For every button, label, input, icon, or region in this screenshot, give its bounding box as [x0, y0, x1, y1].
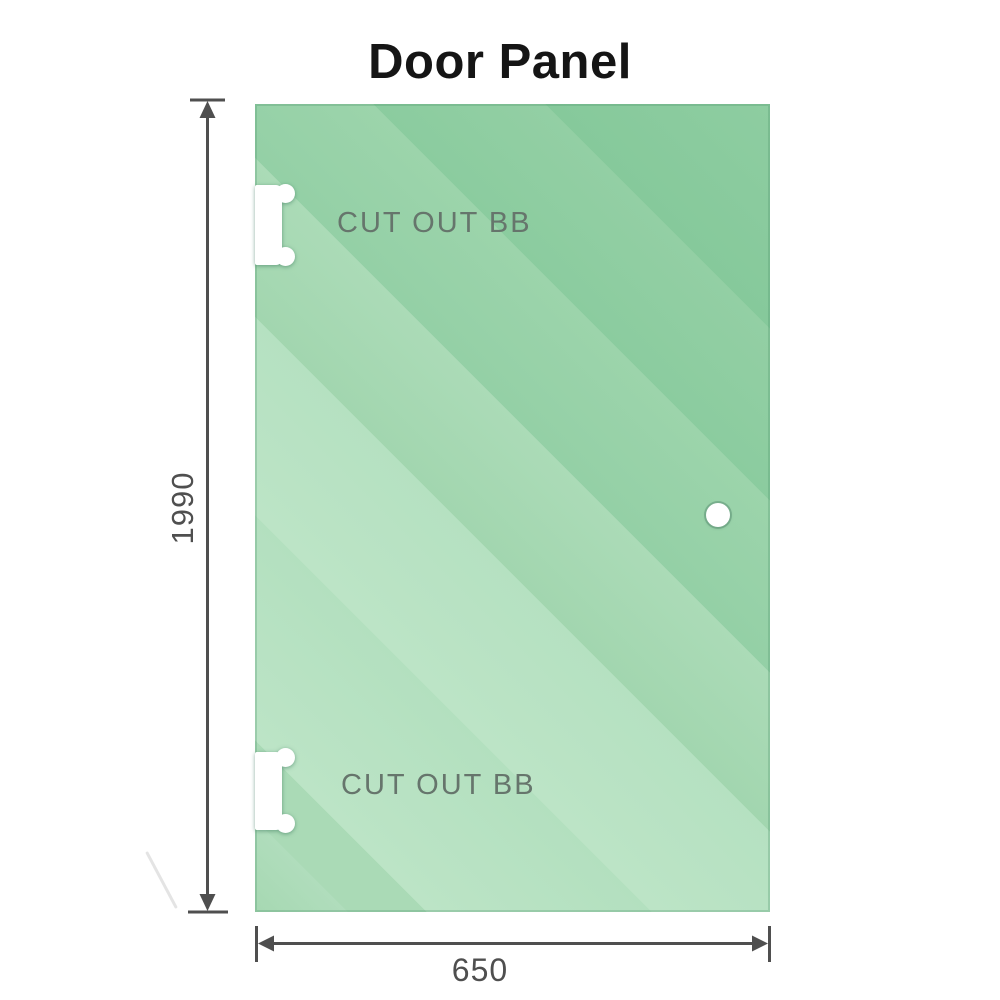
artifact-streak [145, 851, 178, 909]
cutout-notch-circle [276, 814, 295, 833]
cutout-label-top: CUT OUT BB [337, 207, 532, 239]
hinge-cutout-top [255, 184, 301, 270]
cutout-label-bottom: CUT OUT BB [341, 769, 536, 801]
handle-hole [706, 503, 730, 527]
arrow-down-icon [199, 894, 216, 911]
cutout-notch-circle [276, 748, 295, 767]
height-dimension-label: 1990 [165, 471, 200, 545]
glass-panel [255, 104, 770, 912]
arrow-right-icon [752, 935, 768, 952]
hinge-cutout-bottom [255, 748, 301, 834]
arrow-left-icon [258, 935, 274, 952]
cutout-notch-circle [276, 247, 295, 266]
width-dimension-label: 650 [451, 952, 509, 988]
diagram-title: Door Panel [368, 35, 632, 89]
arrow-up-icon [199, 101, 216, 118]
cutout-notch-circle [276, 184, 295, 203]
